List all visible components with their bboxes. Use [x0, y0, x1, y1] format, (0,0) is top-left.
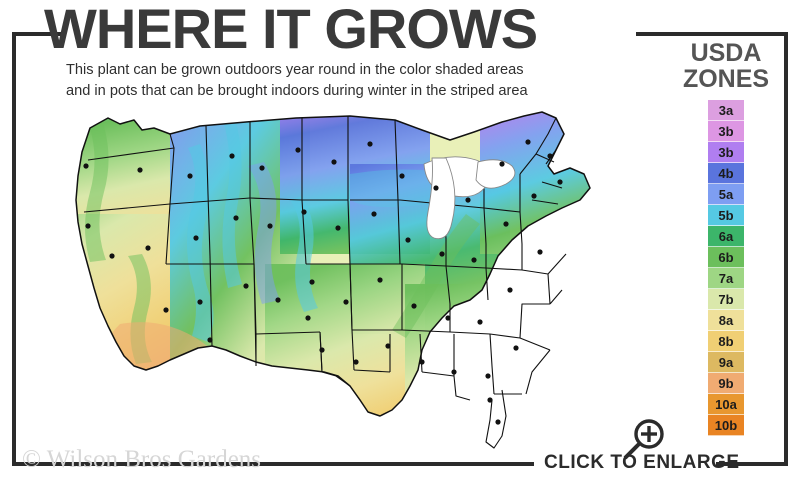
- legend-swatch-4b-3: 4b: [708, 163, 744, 184]
- legend-swatch-10a-14: 10a: [708, 394, 744, 415]
- subtitle-text: This plant can be grown outdoors year ro…: [66, 60, 611, 102]
- legend-swatch-9a-12: 9a: [708, 352, 744, 373]
- legend-title: USDA ZONES: [666, 40, 786, 92]
- hardiness-zone-map[interactable]: [50, 104, 650, 452]
- legend-title-line-1: USDA: [690, 39, 762, 67]
- frame-border-bottom-left: [12, 462, 534, 466]
- frame-border-left: [12, 32, 16, 466]
- state-boundaries: [75, 111, 591, 449]
- legend-swatch-3b-1: 3b: [708, 121, 744, 142]
- frame-border-top-left: [12, 32, 62, 36]
- legend-swatch-3b-2: 3b: [708, 142, 744, 163]
- watermark-credit: © Wilson Bros Gardens: [22, 446, 262, 473]
- magnifier-zoom-icon[interactable]: [616, 418, 670, 464]
- legend-swatch-10b-15: 10b: [708, 415, 744, 436]
- click-to-enlarge-label[interactable]: CLICK TO ENLARGE: [544, 452, 740, 473]
- legend-swatch-5a-4: 5a: [708, 184, 744, 205]
- legend-swatch-3a-0: 3a: [708, 100, 744, 121]
- legend-title-line-2: ZONES: [682, 65, 770, 93]
- legend-swatch-8a-10: 8a: [708, 310, 744, 331]
- legend-swatch-5b-5: 5b: [708, 205, 744, 226]
- legend-swatch-9b-13: 9b: [708, 373, 744, 394]
- usda-zones-legend: USDA ZONES 3a 3b 3b 4b 5a 5b 6a 6b 7a 7b 8a 8b 9a 9b 1…: [666, 40, 786, 436]
- subtitle-line-1: This plant can be grown outdoors year ro…: [66, 62, 524, 78]
- city-dots: [83, 139, 563, 425]
- frame-border-right: [784, 32, 788, 466]
- legend-swatch-7a-8: 7a: [708, 268, 744, 289]
- legend-swatch-6b-7: 6b: [708, 247, 744, 268]
- frame-border-top-right: [636, 32, 788, 36]
- frame-border-bottom-right: [716, 462, 788, 466]
- legend-swatch-6a-6: 6a: [708, 226, 744, 247]
- legend-swatch-8b-11: 8b: [708, 331, 744, 352]
- legend-swatch-7b-9: 7b: [708, 289, 744, 310]
- page-title: WHERE IT GROWS: [44, 0, 538, 60]
- map-svg: [75, 111, 591, 449]
- subtitle-line-2: and in pots that can be brought indoors …: [66, 83, 528, 99]
- legend-swatch-list: 3a 3b 3b 4b 5a 5b 6a 6b 7a 7b 8a 8b 9a 9b 10a 10b: [708, 100, 744, 436]
